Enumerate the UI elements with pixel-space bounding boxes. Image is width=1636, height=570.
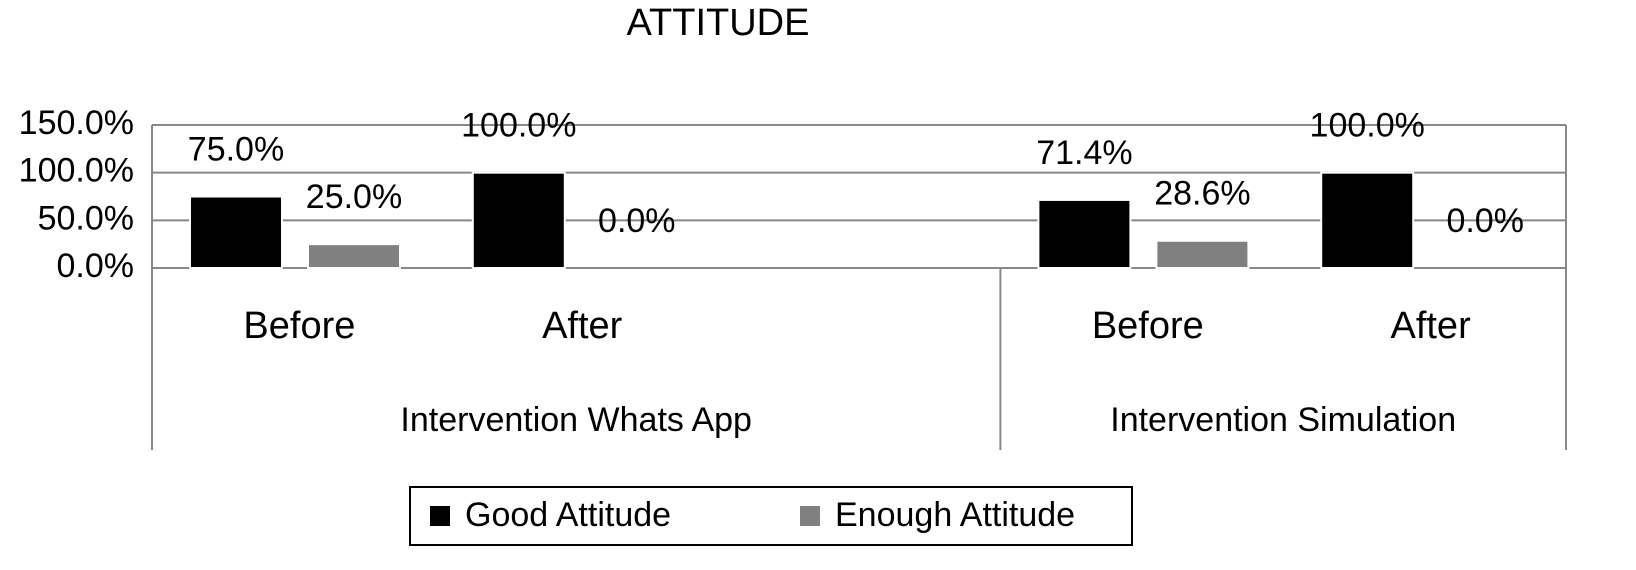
legend-label: Enough Attitude: [835, 496, 1075, 534]
bar: [1155, 239, 1250, 269]
legend-label: Good Attitude: [465, 496, 671, 534]
chart-title: ATTITUDE: [627, 2, 810, 44]
data-label: 0.0%: [1446, 202, 1524, 240]
bar: [1037, 198, 1132, 270]
bar: [189, 195, 283, 269]
bar: [1320, 171, 1415, 270]
data-label: 28.6%: [1154, 175, 1250, 213]
x-tick-label: After: [1390, 305, 1471, 347]
y-tick-label: 50.0%: [38, 199, 134, 237]
y-tick-label: 100.0%: [19, 152, 134, 190]
legend-marker: [800, 506, 820, 526]
legend-box: [409, 486, 1133, 546]
data-label: 25.0%: [306, 178, 402, 216]
legend-marker: [430, 506, 450, 526]
x-tick-label: After: [542, 305, 623, 347]
group-label: Intervention Whats App: [400, 401, 752, 439]
data-label: 71.4%: [1036, 134, 1132, 172]
x-tick-label: Before: [243, 305, 355, 347]
y-tick-label: 150.0%: [19, 104, 134, 142]
data-label: 100.0%: [461, 107, 576, 145]
y-tick-label: 0.0%: [57, 247, 135, 285]
data-label: 100.0%: [1310, 107, 1425, 145]
bar: [471, 171, 566, 270]
data-label: 0.0%: [598, 202, 676, 240]
data-label: 75.0%: [188, 130, 284, 168]
bar: [307, 243, 401, 270]
group-label: Intervention Simulation: [1110, 401, 1456, 439]
x-tick-label: Before: [1092, 305, 1204, 347]
